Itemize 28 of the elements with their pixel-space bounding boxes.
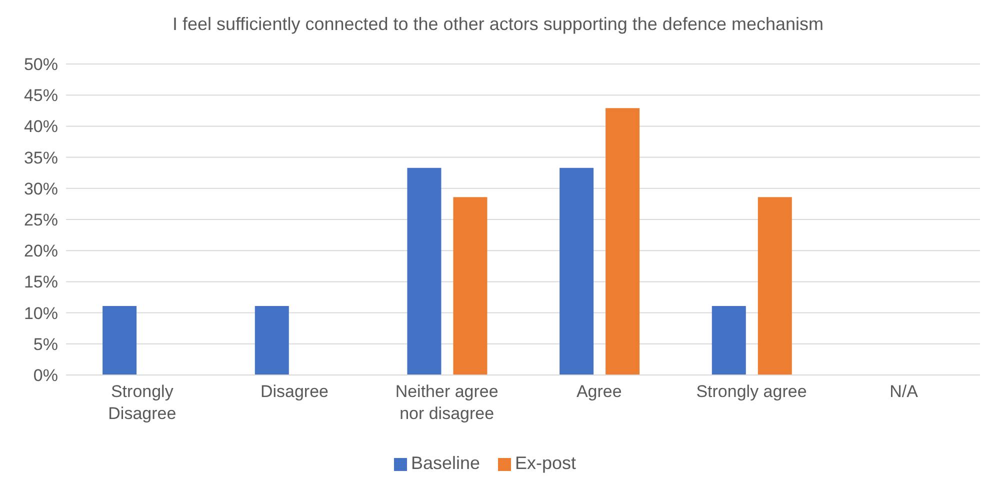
y-tick-label: 25% [24, 210, 58, 230]
y-tick-label: 20% [24, 242, 58, 261]
legend-label: Baseline [410, 453, 480, 473]
bar [407, 168, 442, 375]
bar [560, 168, 594, 375]
x-tick-label: N/A [890, 382, 919, 401]
y-tick-label: 5% [33, 334, 58, 354]
bar [102, 306, 137, 375]
chart-title: I feel sufficiently connected to the other actors supporting the defence mechanism [171, 14, 825, 36]
x-tick-label: Strongly agree [696, 382, 807, 401]
y-tick-label: 10% [24, 304, 58, 323]
x-tick-label: Disagree [260, 382, 329, 401]
y-tick-label: 35% [24, 148, 58, 168]
bar [758, 197, 792, 375]
y-tick-label: 45% [24, 86, 58, 106]
y-tick-label: 40% [24, 117, 58, 136]
bar [453, 197, 488, 375]
y-tick-label: 50% [24, 55, 58, 74]
x-tick-label: Neither agree nor disagree [395, 382, 498, 423]
x-tick-label: Strongly Disagree [108, 382, 176, 423]
y-tick-label: 30% [24, 179, 58, 198]
bar [712, 306, 746, 375]
y-tick-label: 0% [33, 366, 58, 386]
legend-label: Ex-post [515, 453, 576, 473]
bar [254, 306, 289, 375]
y-tick-label: 15% [24, 272, 58, 292]
x-tick-label: Agree [576, 382, 622, 401]
bar [606, 108, 640, 375]
